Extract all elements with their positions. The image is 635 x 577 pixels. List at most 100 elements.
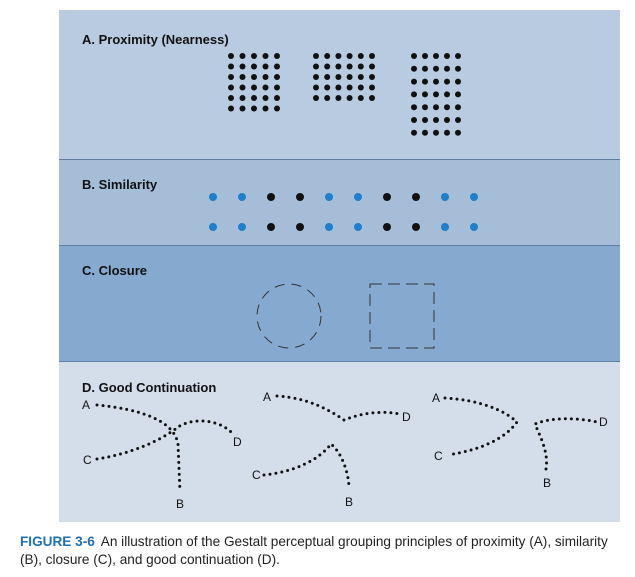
curve-a-to-b [95,403,182,494]
dot [444,117,450,123]
dot [369,84,375,91]
curve-c-to-b [262,441,351,491]
dot [324,53,331,59]
dot [335,95,342,101]
dot [313,53,319,59]
dot [335,63,342,70]
caption-text: An illustration of the Gestalt perceptua… [20,534,608,567]
dot [239,63,246,70]
dot [274,63,280,70]
dot [228,84,234,91]
dot [251,53,257,59]
dot [239,95,246,101]
label-d: D [599,415,608,429]
dot [422,117,428,123]
continuation-curves: A C D B A D C B A C D B [82,390,608,511]
dot [444,53,450,59]
panel-similarity-title: B. Similarity [82,177,158,192]
dot [422,129,428,136]
label-c: C [83,453,92,467]
proximity-dots [228,53,461,136]
closure-shapes [256,283,435,349]
dot [274,53,280,59]
dot [444,129,450,136]
panel-closure: C. Closure [59,246,620,361]
dot [313,63,319,70]
dot [262,84,269,91]
dot [274,74,280,80]
dot [324,84,331,91]
dot [354,193,362,201]
dot [262,105,269,112]
dot [411,117,417,123]
dot [325,223,333,231]
curve-c-to-d [95,419,233,461]
label-a: A [432,391,440,405]
dot [346,84,353,91]
dot [470,193,478,201]
panel-continuation: D. Good Continuation A C D B A D C B A [59,362,620,522]
dot [441,193,449,201]
label-a: A [82,398,90,412]
dot [369,74,375,80]
dot [209,223,217,231]
dot [262,74,269,80]
dot [274,95,280,101]
dot [444,78,450,85]
dot [422,53,428,59]
dot [239,74,246,80]
dot [455,129,461,136]
dot [455,65,461,72]
dot [262,63,269,70]
dot [335,84,342,91]
dot [369,53,375,59]
dot [433,91,439,98]
dot [411,65,417,72]
dot [422,91,428,98]
dot [369,63,375,70]
dot [228,95,234,101]
dot [444,91,450,98]
dot [433,65,439,72]
dot [238,193,246,201]
dot [441,223,449,231]
dot [357,84,364,91]
dot [412,223,420,231]
dot [383,223,391,231]
dot [422,104,428,111]
dot [239,53,246,59]
dot [412,193,420,201]
dot [422,78,428,85]
dot [455,78,461,85]
dot [444,104,450,111]
dot [262,53,269,59]
dot [444,65,450,72]
dot [411,53,417,59]
dot [325,193,333,201]
dot [324,95,331,101]
dot [274,105,280,112]
caption-label: FIGURE 3-6 [20,534,95,549]
label-d: D [233,435,242,449]
dot [411,91,417,98]
dot [335,53,342,59]
dot [346,95,353,101]
divider [59,361,620,362]
dot [313,74,319,80]
dot [411,104,417,111]
dot [455,91,461,98]
gestalt-figure: A. Proximity (Nearness) B. Similarity C.… [59,10,620,522]
dot [455,117,461,123]
dot [239,84,246,91]
panel-closure-title: C. Closure [82,263,148,278]
dot [433,117,439,123]
dot [369,95,375,101]
label-b: B [543,476,551,490]
dot [433,129,439,136]
dot [228,105,234,112]
dot [251,95,257,101]
dot [455,53,461,59]
dot [313,84,319,91]
curve-b-to-d [533,417,599,471]
dot [411,78,417,85]
